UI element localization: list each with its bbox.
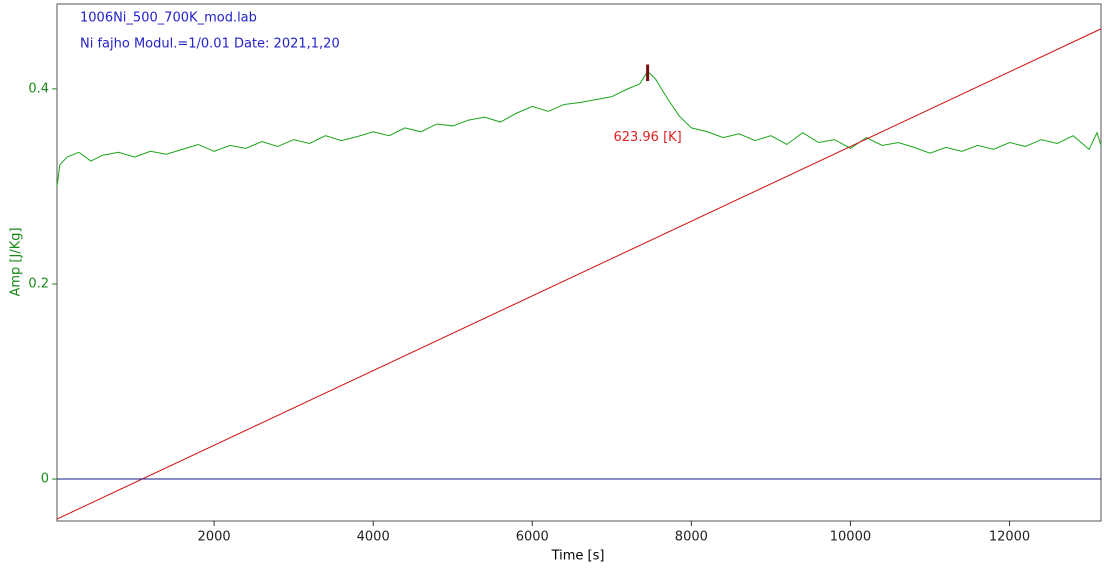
data-line xyxy=(56,70,1102,187)
y-tick-label: 0 xyxy=(41,472,49,487)
chart-title: 1006Ni_500_700K_mod.lab xyxy=(80,11,257,26)
plot-frame xyxy=(56,3,1102,522)
x-tick-label: 6000 xyxy=(516,530,549,545)
data-line xyxy=(56,28,1102,520)
x-tick-label: 12000 xyxy=(989,530,1030,545)
y-axis-label: Amp [J/Kg] xyxy=(9,227,24,296)
x-tick-label: 8000 xyxy=(675,530,708,545)
x-tick-label: 4000 xyxy=(357,530,390,545)
y-tick-label: 0.4 xyxy=(28,81,49,96)
annotation: 623.96 [K] xyxy=(613,130,681,145)
chart-subtitle: Ni fajho Modul.=1/0.01 Date: 2021,1,20 xyxy=(80,37,340,52)
x-tick-label: 2000 xyxy=(198,530,231,545)
y-tick-label: 0.2 xyxy=(28,276,49,291)
x-tick-label: 10000 xyxy=(830,530,871,545)
x-axis-label: Time [s] xyxy=(551,549,605,564)
